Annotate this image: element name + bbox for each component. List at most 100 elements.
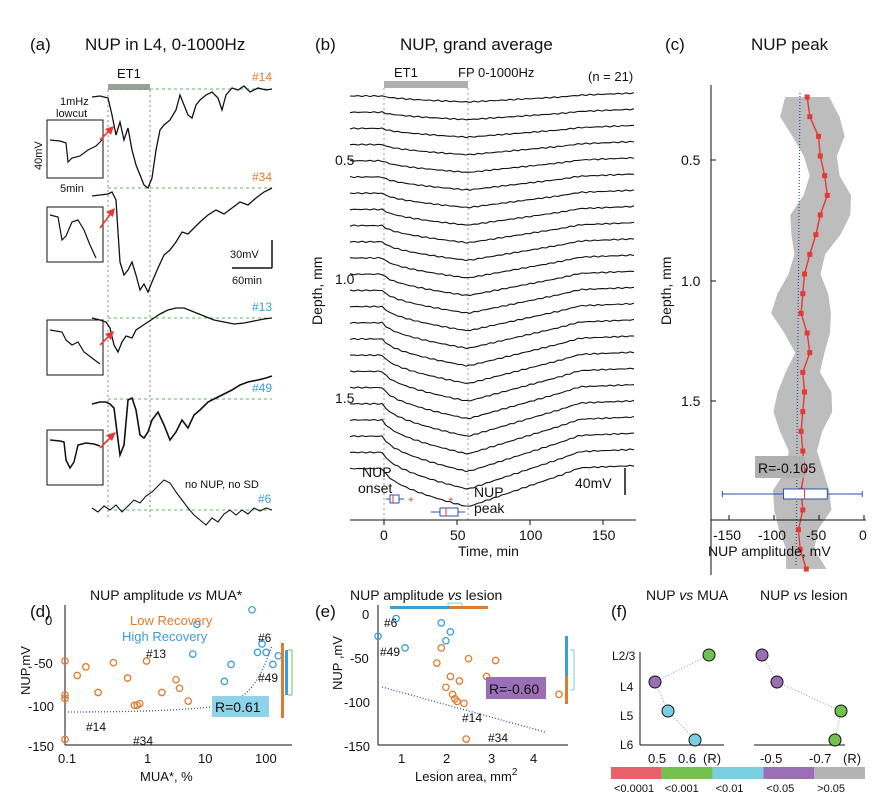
e-point bbox=[462, 735, 471, 743]
c-point bbox=[798, 428, 804, 434]
panel-e-title: NUP amplitude vs lesion bbox=[350, 587, 502, 603]
colorbar-label: <0.0001 bbox=[614, 783, 654, 795]
d-point bbox=[262, 648, 270, 657]
panel-e-label: (e) bbox=[315, 602, 336, 621]
trace-id-label: #49 bbox=[252, 381, 272, 395]
d-point bbox=[109, 658, 118, 667]
e-xlabel: Lesion area, mm2 bbox=[415, 767, 518, 784]
b-xtick: 150 bbox=[592, 527, 616, 543]
f-right-dot-l23 bbox=[755, 648, 769, 662]
c-point bbox=[800, 448, 806, 454]
colorbar-swatch bbox=[661, 767, 713, 779]
c-point bbox=[807, 251, 813, 257]
e-ytick: -50 bbox=[350, 651, 369, 666]
f-colorbar: <0.0001 <0.001 <0.01 <0.05 >0.05 bbox=[611, 767, 865, 795]
e-point bbox=[448, 690, 457, 699]
f-layer-label: L5 bbox=[620, 709, 634, 723]
average-trace bbox=[349, 318, 635, 350]
nup-peak-label-2: peak bbox=[474, 500, 505, 516]
d-ylabel: NUP,mV bbox=[18, 646, 33, 695]
f-left-path bbox=[654, 654, 710, 741]
average-trace bbox=[349, 302, 635, 332]
panel-c: (c) NUP peak 0.5 1.0 1.5 Depth, mm R=-0.… bbox=[658, 35, 867, 575]
panel-a: (a) NUP in L4, 0-1000Hz ET1 #14 #34 #13 … bbox=[30, 35, 273, 526]
e-ylabel: NUP ,mV bbox=[330, 636, 345, 690]
colorbar-label: <0.05 bbox=[766, 783, 794, 795]
average-trace bbox=[349, 464, 635, 507]
c-boxplot bbox=[721, 488, 863, 500]
c-confidence-band bbox=[771, 97, 851, 569]
f-left-dot-l6 bbox=[688, 733, 702, 747]
d-point bbox=[175, 684, 184, 693]
c-point bbox=[797, 546, 803, 552]
f-right-xtick: -0.7 bbox=[809, 751, 831, 766]
red-arrow-icon bbox=[99, 126, 114, 141]
c-point bbox=[804, 94, 810, 100]
panel-f-label: (f) bbox=[611, 602, 627, 621]
d-point bbox=[61, 691, 69, 699]
c-xlabel: NUP amplitude, mV bbox=[708, 543, 831, 559]
f-right-title: NUP vs lesion bbox=[760, 587, 848, 603]
c-point bbox=[807, 114, 813, 120]
d-point bbox=[158, 688, 166, 697]
e-point bbox=[442, 683, 450, 692]
d-legend-low: Low Recovery bbox=[130, 613, 213, 628]
panel-f: (f) NUP vs MUA NUP vs lesion L2/3 L4 L5 … bbox=[611, 587, 865, 795]
average-trace bbox=[350, 351, 635, 384]
c-box bbox=[783, 488, 828, 500]
inset-trace-49 bbox=[49, 439, 101, 470]
c-point bbox=[800, 291, 806, 297]
d-annotation: #34 bbox=[133, 734, 153, 748]
d-annotation: #49 bbox=[258, 671, 278, 685]
e-point bbox=[446, 628, 455, 636]
c-ytick: 1.0 bbox=[681, 273, 701, 289]
e-point bbox=[437, 644, 446, 652]
e-r-label: R=-0.60 bbox=[489, 681, 539, 697]
d-point bbox=[61, 694, 69, 703]
e-fit-line bbox=[381, 686, 546, 733]
et1-label-a: ET1 bbox=[117, 66, 141, 81]
d-ytick: -150 bbox=[28, 739, 54, 754]
f-left-dot-l4 bbox=[648, 675, 662, 689]
inset-trace-34 bbox=[49, 214, 97, 259]
d-xtick: 1 bbox=[144, 751, 151, 766]
trace-34 bbox=[91, 187, 273, 294]
scale-amp-label: 30mV bbox=[230, 249, 259, 261]
e-point bbox=[555, 690, 563, 699]
panel-a-title: NUP in L4, 0-1000Hz bbox=[85, 35, 245, 54]
red-arrow-icon bbox=[99, 432, 116, 449]
c-ytick: 1.5 bbox=[681, 393, 701, 409]
e-point bbox=[374, 632, 382, 641]
grand-average-traces bbox=[349, 92, 635, 507]
e-annotation: #34 bbox=[488, 731, 508, 745]
inset-box-34 bbox=[46, 206, 104, 263]
e-annotation: #6 bbox=[384, 616, 398, 630]
trace-6 bbox=[91, 479, 273, 526]
average-trace bbox=[349, 270, 635, 297]
b-xtick: 0 bbox=[380, 527, 388, 543]
d-point bbox=[269, 660, 277, 669]
f-layer-label: L4 bbox=[620, 680, 634, 694]
b-xtick: 100 bbox=[519, 527, 543, 543]
d-point bbox=[82, 663, 90, 671]
e-point bbox=[455, 677, 464, 685]
c-point bbox=[802, 271, 808, 277]
red-arrow-icon bbox=[99, 331, 114, 346]
average-trace bbox=[349, 173, 635, 191]
d-point bbox=[258, 640, 266, 648]
d-xtick: 100 bbox=[255, 751, 277, 766]
trace-id-label: #14 bbox=[252, 70, 272, 84]
e-xtick: 2 bbox=[443, 751, 450, 766]
trace-id-label: #34 bbox=[252, 170, 272, 184]
e-xtick: 4 bbox=[530, 751, 537, 766]
average-trace bbox=[349, 448, 635, 490]
c-xtick: -50 bbox=[806, 527, 826, 543]
fp-label: FP 0-1000Hz bbox=[458, 65, 534, 80]
e-annotation: #14 bbox=[462, 711, 482, 725]
d-xtick: 10 bbox=[198, 751, 212, 766]
c-xtick: -100 bbox=[758, 527, 786, 543]
colorbar-label: <0.01 bbox=[716, 783, 744, 795]
f-left-xtick: 0.5 bbox=[648, 751, 666, 766]
b-xtick: 50 bbox=[450, 527, 466, 543]
c-point bbox=[800, 507, 806, 513]
